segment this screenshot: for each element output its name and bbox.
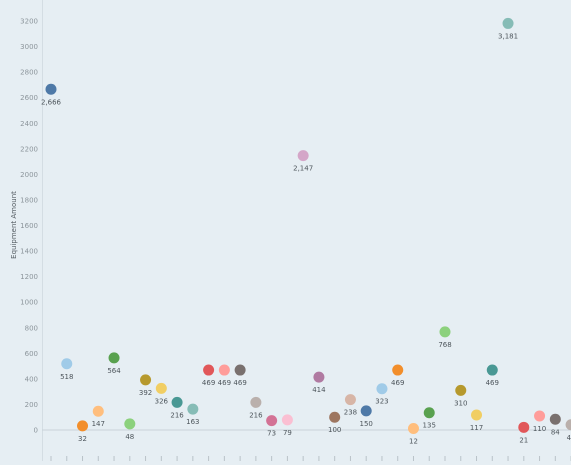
data-point[interactable]: [298, 150, 309, 161]
data-label: 310: [454, 399, 467, 407]
y-tick-label: 200: [25, 401, 38, 409]
data-label: 216: [249, 411, 263, 419]
data-label: 48: [125, 433, 134, 441]
data-point[interactable]: [566, 419, 571, 430]
data-point[interactable]: [93, 406, 104, 417]
y-tick-label: 600: [25, 350, 38, 358]
data-point[interactable]: [203, 365, 214, 376]
data-label: 2,147: [293, 165, 313, 173]
data-label: 238: [344, 409, 357, 417]
data-points: [46, 18, 571, 434]
data-point[interactable]: [266, 415, 277, 426]
data-label: 326: [155, 397, 169, 405]
data-point[interactable]: [345, 394, 356, 405]
data-label: 469: [218, 379, 231, 387]
data-point[interactable]: [61, 358, 72, 369]
data-label: 21: [519, 436, 528, 444]
y-axis-ticks: 0 200 400 600 800 1000 1200 1400 1600 1800 2000 220…: [20, 18, 38, 435]
y-tick-label: 2400: [20, 120, 38, 128]
data-label: 150: [360, 420, 373, 428]
y-tick-label: 1800: [20, 196, 38, 204]
data-point[interactable]: [455, 385, 466, 396]
data-point[interactable]: [156, 383, 167, 394]
data-point[interactable]: [172, 397, 183, 408]
data-label: 147: [92, 420, 105, 428]
y-tick-label: 3200: [20, 18, 38, 26]
data-label: 414: [312, 386, 326, 394]
data-label: 518: [60, 373, 73, 381]
data-point[interactable]: [77, 420, 88, 431]
x-axis-ticks: [51, 456, 571, 461]
y-tick-label: 2200: [20, 145, 38, 153]
data-label: 135: [423, 422, 436, 430]
y-tick-label: 800: [25, 324, 38, 332]
data-point[interactable]: [471, 410, 482, 421]
data-point[interactable]: [282, 414, 293, 425]
data-label: 41: [567, 434, 571, 442]
data-label: 110: [533, 425, 546, 433]
data-point[interactable]: [408, 423, 419, 434]
data-label: 12: [409, 437, 418, 445]
y-tick-label: 400: [25, 375, 38, 383]
data-label: 216: [170, 411, 184, 419]
data-point[interactable]: [376, 383, 387, 394]
data-label: 564: [107, 367, 121, 375]
data-label: 323: [375, 398, 388, 406]
data-point[interactable]: [440, 326, 451, 337]
data-label: 84: [551, 428, 560, 436]
y-tick-label: 3000: [20, 43, 38, 51]
y-tick-label: 1400: [20, 248, 38, 256]
data-label: 2,666: [41, 98, 62, 106]
data-point[interactable]: [124, 418, 135, 429]
data-point[interactable]: [329, 412, 340, 423]
y-tick-label: 0: [34, 427, 38, 435]
data-label: 469: [202, 379, 215, 387]
data-point[interactable]: [424, 407, 435, 418]
data-point[interactable]: [392, 365, 403, 376]
data-label: 163: [186, 418, 199, 426]
data-point[interactable]: [109, 352, 120, 363]
data-point[interactable]: [361, 405, 372, 416]
data-label: 3,181: [498, 32, 518, 40]
data-label: 79: [283, 429, 292, 437]
data-point[interactable]: [219, 365, 230, 376]
data-label: 117: [470, 424, 483, 432]
data-point[interactable]: [313, 372, 324, 383]
data-label: 469: [391, 379, 404, 387]
data-point[interactable]: [534, 410, 545, 421]
data-label: 32: [78, 435, 87, 443]
y-tick-label: 2800: [20, 69, 38, 77]
data-point[interactable]: [235, 365, 246, 376]
data-point[interactable]: [46, 84, 57, 95]
y-tick-label: 1200: [20, 273, 38, 281]
y-tick-label: 1000: [20, 299, 38, 307]
data-label: 469: [233, 379, 246, 387]
y-tick-label: 2600: [20, 94, 38, 102]
data-point[interactable]: [518, 422, 529, 433]
data-label: 469: [486, 379, 499, 387]
y-tick-label: 2000: [20, 171, 38, 179]
data-label: 392: [139, 389, 152, 397]
data-label: 100: [328, 426, 341, 434]
data-point[interactable]: [187, 404, 198, 415]
y-tick-label: 1600: [20, 222, 38, 230]
data-point[interactable]: [550, 414, 561, 425]
data-label: 73: [267, 430, 276, 438]
data-point[interactable]: [250, 397, 261, 408]
data-point[interactable]: [140, 374, 151, 385]
y-axis-title: Equipment Amount: [10, 191, 18, 259]
data-label: 768: [438, 341, 451, 349]
data-point[interactable]: [503, 18, 514, 29]
data-point[interactable]: [487, 365, 498, 376]
